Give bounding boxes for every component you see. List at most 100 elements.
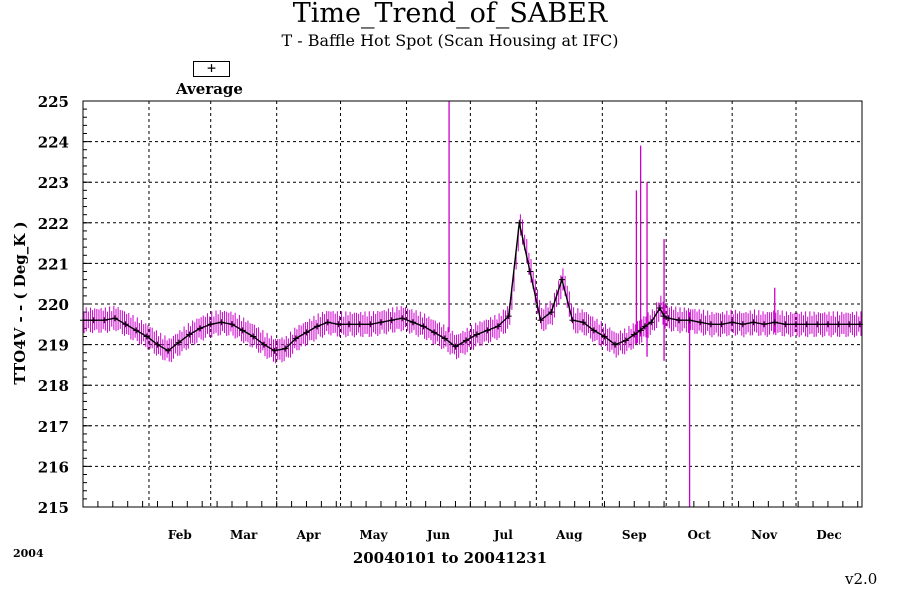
average-point-marker <box>90 317 97 324</box>
average-point-marker <box>367 321 374 328</box>
average-point-marker <box>558 276 565 283</box>
legend-label: Average <box>176 80 243 98</box>
chart-subtitle: T - Baffle Hot Spot (Scan Housing at IFC… <box>281 31 619 50</box>
average-point-marker <box>484 327 491 334</box>
average-point-marker <box>133 327 140 334</box>
average-point-marker <box>516 219 523 226</box>
average-point-marker <box>122 321 129 328</box>
average-point-marker <box>824 321 831 328</box>
y-tick-label: 221 <box>38 255 69 273</box>
average-point-marker <box>846 321 853 328</box>
y-tick-labels: 215 216 217 218 219 220 221 222 223 224 225 <box>38 93 69 517</box>
average-point-marker <box>271 347 278 354</box>
y-tick-label: 219 <box>38 337 69 355</box>
x-axis-label: 20040101 to 20041231 <box>352 549 548 567</box>
average-point-marker <box>314 323 321 330</box>
y-tick-label: 223 <box>38 174 69 192</box>
x-tick-label: Feb <box>168 528 192 542</box>
average-point-marker <box>420 323 427 330</box>
average-point-marker <box>835 321 842 328</box>
average-point-marker <box>165 347 172 354</box>
version-label: v2.0 <box>845 570 878 588</box>
average-point-marker <box>228 321 235 328</box>
plot-frame <box>82 100 863 508</box>
average-point-marker <box>505 313 512 320</box>
y-tick-label: 220 <box>38 296 69 314</box>
y-axis-label: TTO4V - - ( Deg_K ) <box>11 221 29 385</box>
x-tick-label: Oct <box>688 528 712 542</box>
average-point-marker <box>707 321 714 328</box>
average-point-marker <box>526 268 533 275</box>
average-point-marker <box>154 341 161 348</box>
x-tick-label: Nov <box>751 528 778 542</box>
average-point-marker <box>814 321 821 328</box>
average-point-marker <box>260 341 267 348</box>
x-tick-label: Mar <box>230 528 258 542</box>
average-point-marker <box>473 331 480 338</box>
average-point-marker <box>750 319 757 326</box>
average-point-marker <box>452 343 459 350</box>
average-point-marker <box>431 329 438 336</box>
legend-box: + <box>193 59 230 77</box>
y-tick-label: 224 <box>38 134 69 152</box>
minor-ticks <box>83 100 859 508</box>
average-point-marker <box>793 321 800 328</box>
average-point-marker <box>548 309 555 316</box>
average-point-marker <box>175 339 182 346</box>
x-tick-label: Jul <box>493 528 513 542</box>
average-point-marker <box>612 341 619 348</box>
average-point-marker <box>250 333 257 340</box>
average-point-marker <box>101 317 108 324</box>
average-point-marker <box>622 337 629 344</box>
average-point-marker <box>303 329 310 336</box>
average-point-marker <box>346 321 353 328</box>
x-tick-label: Aug <box>555 528 583 542</box>
average-point-marker <box>197 325 204 332</box>
y-tick-label: 218 <box>38 377 69 395</box>
average-point-marker <box>356 321 363 328</box>
average-point-marker <box>207 321 214 328</box>
average-point-marker <box>537 317 544 324</box>
x-tick-label: Sep <box>622 528 647 542</box>
average-point-marker <box>239 327 246 334</box>
average-point-marker <box>665 315 672 322</box>
average-point-marker <box>648 319 655 326</box>
average-point-marker <box>282 345 289 352</box>
average-point-marker <box>218 319 225 326</box>
average-point-marker <box>729 319 736 326</box>
average-point-marker <box>409 319 416 326</box>
average-point-marker <box>441 335 448 342</box>
average-point-marker <box>324 319 331 326</box>
x-tick-label: Apr <box>296 528 322 542</box>
y-tick-label: 222 <box>38 215 69 233</box>
average-point-marker <box>335 321 342 328</box>
average-point-marker <box>377 319 384 326</box>
average-point-marker <box>761 321 768 328</box>
x-tick-labels: Feb Mar Apr May Jun Jul Aug Sep Oct Nov Dec <box>168 528 842 542</box>
y-tick-label: 215 <box>38 499 69 517</box>
x-tick-label: Dec <box>816 528 841 542</box>
average-point-marker <box>686 317 693 324</box>
average-point-marker <box>771 319 778 326</box>
average-point-marker <box>580 319 587 326</box>
legend-marker-plus: + <box>206 59 217 77</box>
average-point-marker <box>661 313 668 320</box>
y-tick-label: 217 <box>38 418 69 436</box>
average-point-marker <box>675 317 682 324</box>
average-point-marker <box>601 333 608 340</box>
x-tick-label: Jun <box>426 528 450 542</box>
year-label: 2004 <box>13 547 44 560</box>
average-point-marker <box>186 331 193 338</box>
average-point-marker <box>656 305 663 312</box>
average-point-marker <box>697 319 704 326</box>
average-point-marker <box>739 321 746 328</box>
chart-title: Time_Trend_of_SABER <box>292 0 608 29</box>
average-point-marker <box>782 321 789 328</box>
grid-lines <box>83 100 862 508</box>
average-point-marker <box>803 321 810 328</box>
x-tick-label: May <box>360 528 389 542</box>
y-tick-label: 225 <box>38 93 69 111</box>
average-point-marker <box>388 317 395 324</box>
average-point-marker <box>292 335 299 342</box>
average-point-marker <box>399 315 406 322</box>
